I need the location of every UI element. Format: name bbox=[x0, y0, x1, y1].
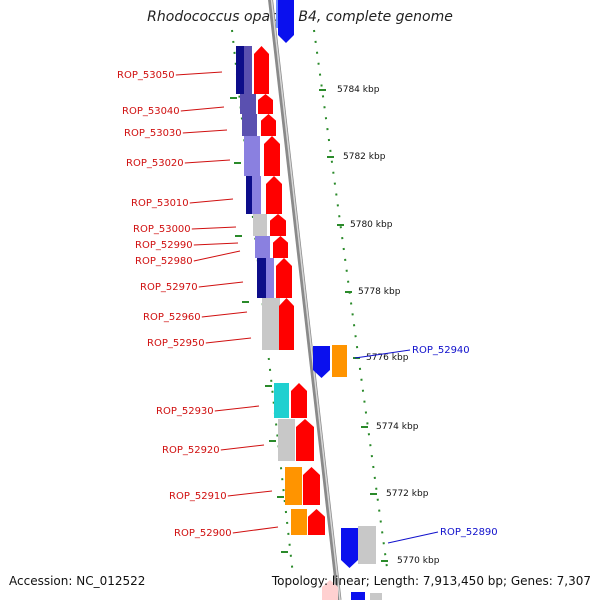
gene-arrow-reverse bbox=[313, 346, 330, 378]
gene-arrow bbox=[303, 467, 320, 505]
axis-highlight bbox=[270, 0, 341, 600]
gene-label: ROP_53040 bbox=[122, 106, 180, 117]
leader-line bbox=[182, 129, 228, 134]
genome-stats-text: Topology: linear; Length: 7,913,450 bp; … bbox=[271, 574, 591, 588]
scale-label: 5776 kbp bbox=[366, 353, 409, 363]
gene-label: ROP_52960 bbox=[143, 312, 201, 323]
gene-label: ROP_52910 bbox=[169, 491, 227, 502]
gene-label: ROP_53020 bbox=[126, 158, 184, 169]
gene-arrow bbox=[261, 114, 276, 136]
gene-block bbox=[255, 236, 270, 258]
gene-block bbox=[278, 419, 295, 461]
gene-arrow bbox=[291, 383, 307, 418]
gene-arrow bbox=[276, 258, 292, 298]
scale-label: 5780 kbp bbox=[350, 220, 393, 230]
leader-line bbox=[214, 405, 260, 412]
gene-arrow-reverse bbox=[341, 528, 358, 568]
leader-line bbox=[184, 159, 231, 164]
gene-arrow bbox=[270, 214, 286, 236]
gene-label: ROP_53010 bbox=[131, 198, 189, 209]
gene-label: ROP_52970 bbox=[140, 282, 198, 293]
gene-label: ROP_52890 bbox=[440, 527, 498, 538]
gene-block bbox=[242, 114, 257, 136]
gene-labels: ROP_53050 ROP_53040 ROP_53030 ROP_53020 ROP_… bbox=[117, 70, 498, 539]
gene-block bbox=[291, 509, 307, 535]
gene-block bbox=[246, 176, 254, 214]
leader-line bbox=[227, 490, 273, 497]
gene-label: ROP_52930 bbox=[156, 406, 214, 417]
leader-line bbox=[201, 311, 248, 318]
leader-line bbox=[180, 106, 225, 112]
gene-label: ROP_53030 bbox=[124, 128, 182, 139]
gene-block bbox=[253, 214, 267, 236]
leader-line bbox=[205, 337, 252, 344]
gene-arrow-reverse bbox=[278, 0, 294, 43]
gene-arrow bbox=[264, 136, 280, 176]
gene-block bbox=[358, 526, 376, 564]
leader-line bbox=[175, 71, 223, 76]
leader-line bbox=[191, 226, 237, 230]
gene-block bbox=[252, 176, 261, 214]
gene-arrow bbox=[279, 298, 294, 350]
gene-block-partial bbox=[370, 593, 382, 600]
gene-label: ROP_52950 bbox=[147, 338, 205, 349]
gene-arrow bbox=[266, 176, 282, 214]
gene-block bbox=[240, 94, 256, 114]
gene-arrow bbox=[273, 236, 288, 258]
genome-axis bbox=[268, 0, 342, 600]
gene-label: ROP_52990 bbox=[135, 240, 193, 251]
leader-line bbox=[232, 526, 279, 534]
leader-line bbox=[193, 242, 239, 246]
label-leader-lines bbox=[175, 71, 439, 544]
scale-labels: 5784 kbp 5782 kbp 5780 kbp 5778 kbp 5776 kbp… bbox=[337, 85, 440, 566]
gene-block bbox=[244, 136, 260, 176]
gene-label: ROP_52900 bbox=[174, 528, 232, 539]
gene-arrow bbox=[258, 94, 273, 114]
leader-line bbox=[387, 531, 439, 544]
outer-boundary-line bbox=[313, 29, 389, 576]
leader-line bbox=[354, 349, 411, 359]
gene-blocks bbox=[236, 0, 376, 564]
gene-arrow-partial bbox=[351, 592, 365, 600]
leader-line bbox=[189, 198, 234, 204]
leader-line bbox=[193, 250, 241, 262]
track-boundary-dots bbox=[231, 29, 389, 576]
gene-arrow-faded bbox=[322, 580, 338, 600]
gene-block bbox=[257, 258, 267, 298]
scale-label: 5774 kbp bbox=[376, 422, 419, 432]
accession-text: Accession: NC_012522 bbox=[9, 574, 146, 588]
gene-arrow bbox=[296, 419, 314, 461]
scale-label: 5784 kbp bbox=[337, 85, 380, 95]
gene-block bbox=[285, 467, 302, 505]
page-title: Rhodococcus opacus B4, complete genome bbox=[147, 9, 453, 25]
gene-label: ROP_53050 bbox=[117, 70, 175, 81]
gene-label: ROP_52920 bbox=[162, 445, 220, 456]
gene-label: ROP_52940 bbox=[412, 345, 470, 356]
axis-line bbox=[268, 0, 342, 600]
gene-block bbox=[262, 298, 280, 350]
gene-label: ROP_53000 bbox=[133, 224, 191, 235]
scale-label: 5782 kbp bbox=[343, 152, 386, 162]
scale-label: 5770 kbp bbox=[397, 556, 440, 566]
gene-block bbox=[332, 345, 347, 377]
scale-label: 5772 kbp bbox=[386, 489, 429, 499]
gene-arrow bbox=[254, 46, 269, 94]
gene-block bbox=[266, 258, 274, 298]
gene-block bbox=[244, 46, 252, 94]
gene-block bbox=[236, 46, 245, 94]
gene-arrow bbox=[308, 509, 325, 535]
leader-line bbox=[220, 444, 265, 451]
gene-arrows bbox=[254, 0, 382, 600]
gene-block bbox=[274, 383, 289, 418]
scale-label: 5778 kbp bbox=[358, 287, 401, 297]
leader-line bbox=[198, 281, 244, 288]
gene-label: ROP_52980 bbox=[135, 256, 193, 267]
